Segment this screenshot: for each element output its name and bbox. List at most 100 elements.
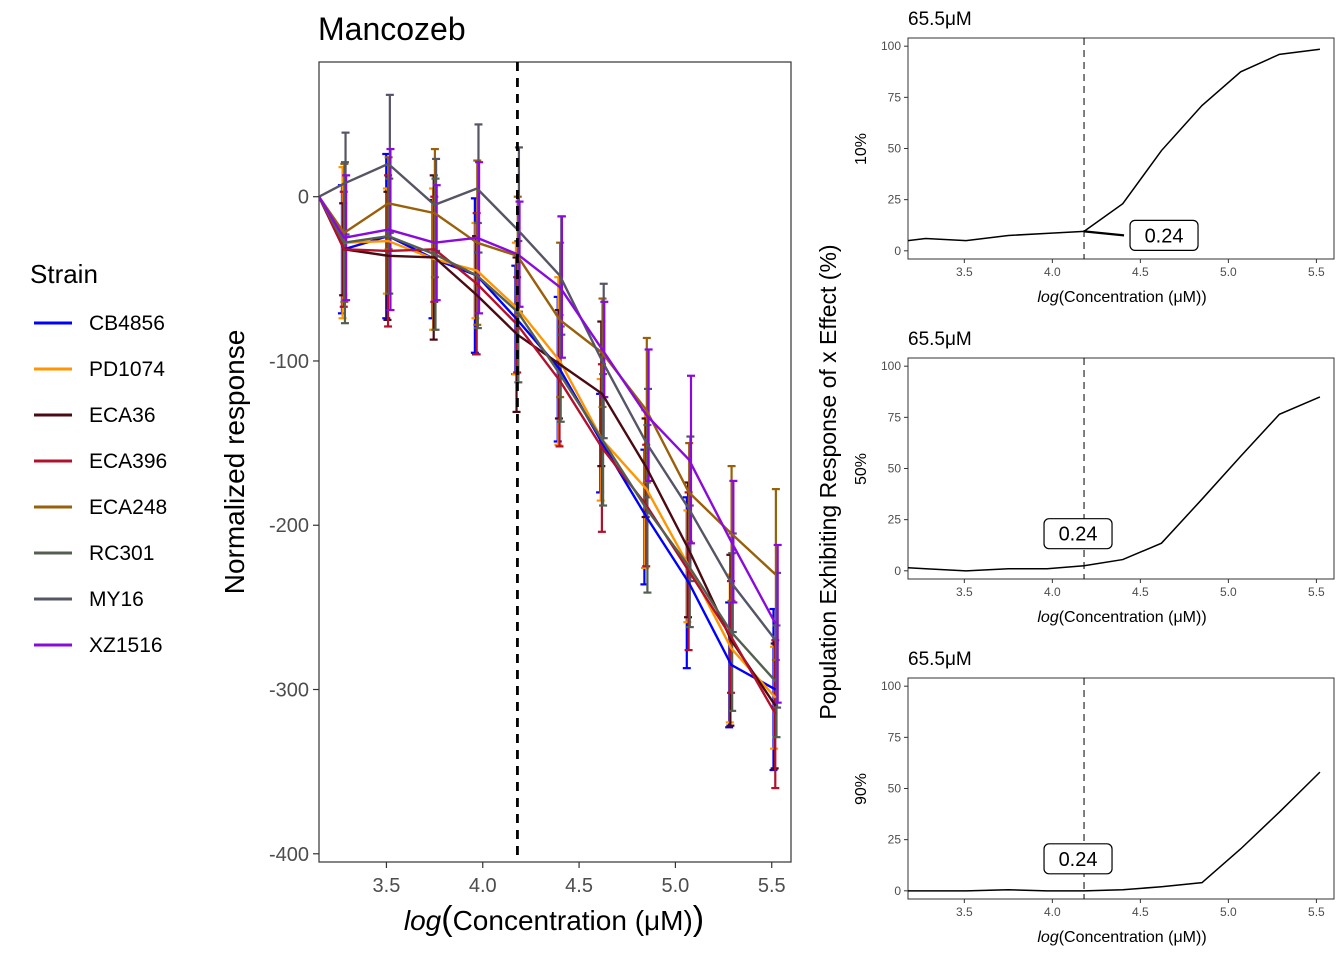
panel-1-y-label: 10% xyxy=(853,133,870,165)
panel-3-y-label: 90% xyxy=(853,773,870,805)
panel-x-tick-label: 5.0 xyxy=(1220,585,1237,599)
panel-y-tick-label: 0 xyxy=(894,564,901,578)
panel-y-tick-label: 25 xyxy=(888,193,902,207)
main-plot-area xyxy=(319,93,782,790)
main-x-tick-label: 5.0 xyxy=(662,875,690,897)
panel-1-title: 65.5μM xyxy=(908,9,972,30)
panel-frame xyxy=(907,37,1335,260)
panel-x-tick-label: 4.0 xyxy=(1044,585,1061,599)
panel-y-tick-label: 75 xyxy=(888,90,902,104)
panel-2-x-paren-close: ) xyxy=(1201,609,1206,626)
main-y-tick-label: 0 xyxy=(298,187,309,209)
panel-3-x-title: log(Concentration (μM)) xyxy=(1037,929,1206,946)
annotation-label: 0.24 xyxy=(1145,225,1184,247)
main-chart: Mancozeb 3.5 4.0 4.5 5.0 5.5 0 -100 -200 -300 -40… xyxy=(219,11,792,938)
panel-3-x-title-func: log xyxy=(1037,929,1058,946)
legend-label-pd1074: PD1074 xyxy=(89,358,165,381)
panel-10-percent: 65.5μM 10% log(Concentration (μM)) 3.5 4.… xyxy=(853,9,1335,306)
panel-y-tick-label: 25 xyxy=(888,513,902,527)
legend-label-xz1516: XZ1516 xyxy=(89,634,163,657)
panel-x-tick-label: 5.0 xyxy=(1220,905,1237,919)
panel-frame xyxy=(907,677,1335,900)
panel-x-tick-label: 4.5 xyxy=(1132,905,1149,919)
annotation-box xyxy=(1043,843,1113,875)
x-axis-title-func: log xyxy=(404,905,442,936)
panel-1-x-title-func: log xyxy=(1037,289,1058,306)
x-axis-title-close-paren: ) xyxy=(693,900,704,938)
main-plot-frame xyxy=(318,61,792,863)
panel-y-tick-label: 100 xyxy=(881,679,901,693)
main-y-tick-label: -100 xyxy=(269,351,309,373)
panel-x-tick-label: 4.5 xyxy=(1132,585,1149,599)
series-line-eca396 xyxy=(319,196,777,715)
panel-y-tick-label: 50 xyxy=(888,462,902,476)
legend-label-eca36: ECA36 xyxy=(89,404,156,427)
main-y-tick-label: -400 xyxy=(269,844,309,866)
panel-frame xyxy=(907,357,1335,580)
legend-label-rc301: RC301 xyxy=(89,542,154,565)
x-axis-title: log(Concentration (μM)) xyxy=(404,900,704,938)
main-x-tick-label: 3.5 xyxy=(373,875,401,897)
main-y-tick-label: -300 xyxy=(269,680,309,702)
panel-3-x-paren-open: ( xyxy=(1059,929,1065,946)
panel-x-tick-label: 5.5 xyxy=(1308,265,1325,279)
legend-label-cb4856: CB4856 xyxy=(89,312,165,335)
panel-y-tick-label: 0 xyxy=(894,244,901,258)
x-axis-title-text: Concentration (μM) xyxy=(453,905,693,936)
panel-90-percent: 65.5μM 90% log(Concentration (μM)) 3.5 4.… xyxy=(853,649,1335,946)
panel-response-line xyxy=(907,396,1321,572)
panel-response-line xyxy=(907,48,1321,242)
shared-y-axis-title: Population Exhibiting Response of x Effe… xyxy=(815,244,841,719)
panel-2-y-label: 50% xyxy=(853,453,870,485)
panel-2-x-title: log(Concentration (μM)) xyxy=(1037,609,1206,626)
annotation-box xyxy=(1043,518,1113,550)
series-line-eca248 xyxy=(319,196,777,576)
series-line-xz1516 xyxy=(319,196,777,625)
panel-y-tick-label: 25 xyxy=(888,833,902,847)
main-x-tick-label: 4.0 xyxy=(469,875,497,897)
annotation-leader xyxy=(1083,230,1125,237)
panel-1-x-paren-close: ) xyxy=(1201,289,1206,306)
panel-y-tick-label: 75 xyxy=(888,410,902,424)
panel-x-tick-label: 3.5 xyxy=(956,265,973,279)
panel-2-x-title-func: log xyxy=(1037,609,1058,626)
panel-x-tick-label: 4.5 xyxy=(1132,265,1149,279)
panel-2-title: 65.5μM xyxy=(908,329,972,350)
panel-x-tick-label: 4.0 xyxy=(1044,905,1061,919)
panel-y-tick-label: 100 xyxy=(881,359,901,373)
panel-1-x-paren-open: ( xyxy=(1059,289,1065,306)
panel-x-tick-label: 5.5 xyxy=(1308,905,1325,919)
series-line-eca36 xyxy=(319,196,777,707)
panel-x-tick-label: 5.0 xyxy=(1220,265,1237,279)
panel-1-x-title-text: Concentration (μM) xyxy=(1064,289,1201,306)
main-x-tick-label: 5.5 xyxy=(758,875,786,897)
panel-1-x-title: log(Concentration (μM)) xyxy=(1037,289,1206,306)
panel-2-x-paren-open: ( xyxy=(1059,609,1065,626)
legend-label-eca396: ECA396 xyxy=(89,450,167,473)
main-y-tick-label: -200 xyxy=(269,515,309,537)
annotation-label: 0.24 xyxy=(1059,524,1098,546)
panel-x-tick-label: 4.0 xyxy=(1044,265,1061,279)
panel-50-percent: 65.5μM 50% log(Concentration (μM)) 3.5 4.… xyxy=(853,329,1335,626)
panel-3-x-title-text: Concentration (μM) xyxy=(1064,929,1201,946)
legend: Strain CB4856 PD1074 ECA36 ECA396 ECA248 RC30… xyxy=(30,259,167,657)
chart-title: Mancozeb xyxy=(318,11,466,47)
series-line-rc301 xyxy=(319,196,777,683)
main-x-tick-label: 4.5 xyxy=(565,875,593,897)
panel-y-tick-label: 0 xyxy=(894,884,901,898)
panel-2-x-title-text: Concentration (μM) xyxy=(1064,609,1201,626)
panel-x-tick-label: 5.5 xyxy=(1308,585,1325,599)
panel-response-line xyxy=(908,771,1321,892)
series-line-my16 xyxy=(319,162,777,641)
annotation-box xyxy=(1129,219,1199,251)
panel-y-tick-label: 75 xyxy=(888,730,902,744)
panel-x-tick-label: 3.5 xyxy=(956,585,973,599)
panel-x-tick-label: 3.5 xyxy=(956,905,973,919)
panel-3-title: 65.5μM xyxy=(908,649,972,670)
annotation-label: 0.24 xyxy=(1059,849,1098,871)
y-axis-title: Normalized response xyxy=(219,330,250,595)
legend-title: Strain xyxy=(30,259,98,289)
panel-y-tick-label: 50 xyxy=(888,142,902,156)
x-axis-title-open-paren: ( xyxy=(441,900,453,938)
